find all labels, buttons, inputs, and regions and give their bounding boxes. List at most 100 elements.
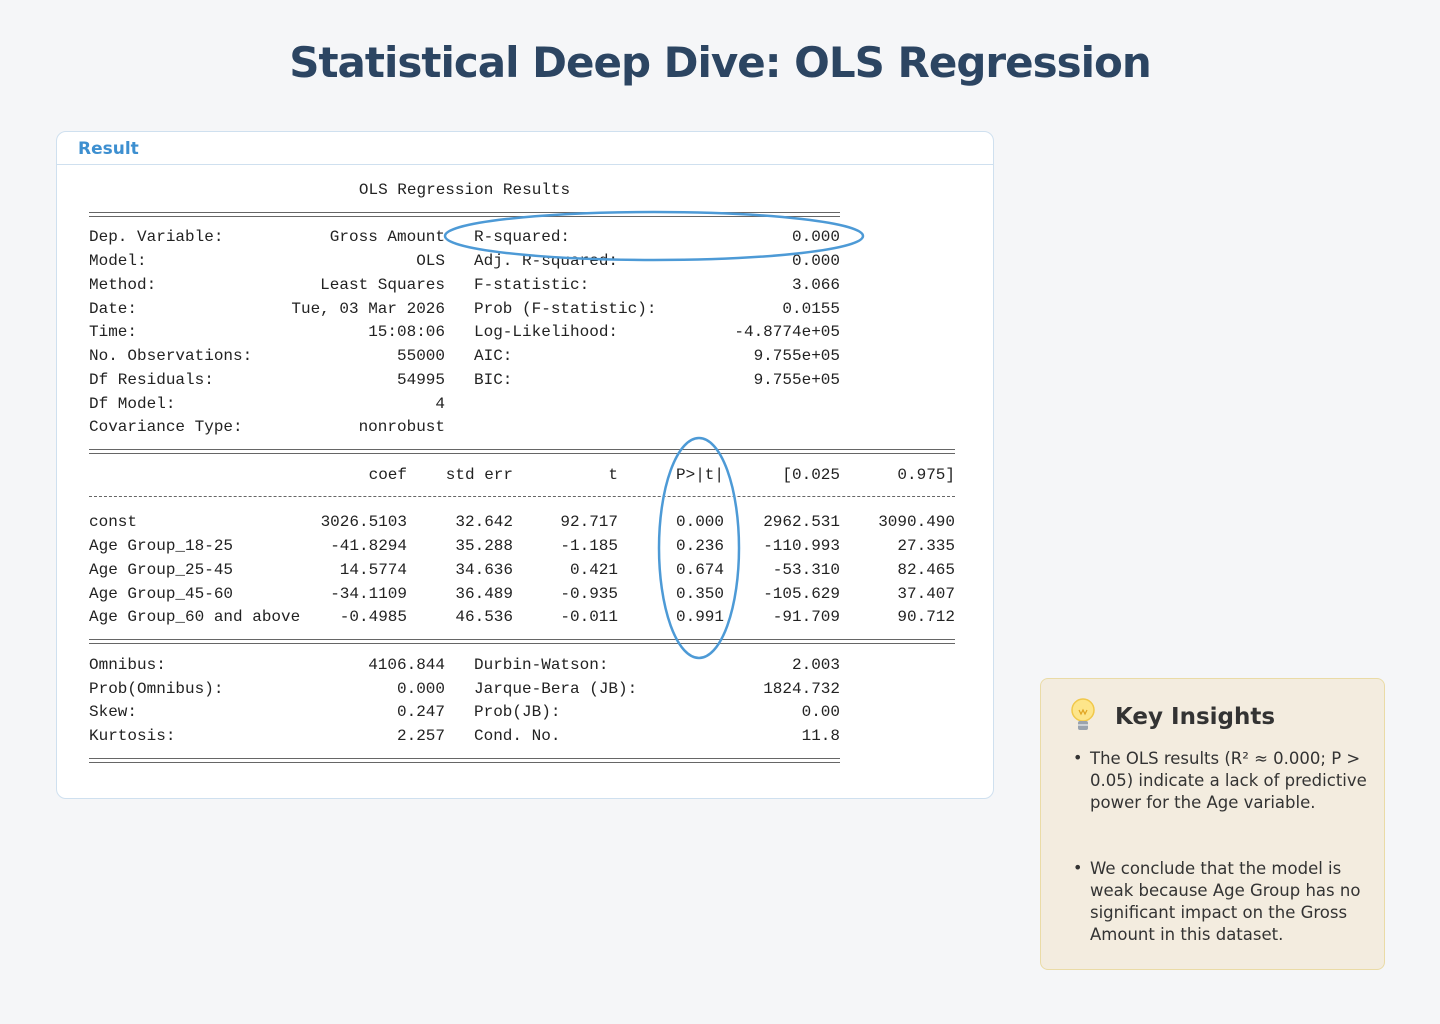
summary-label: Log-Likelihood:	[474, 323, 619, 341]
coef-name: Age Group_60 and above	[89, 608, 301, 626]
summary-label: F-statistic:	[474, 276, 590, 294]
bullet-dot: •	[1073, 858, 1083, 877]
diagnostic-label: Cond. No.	[474, 727, 561, 745]
coef-cell: -1.185	[560, 537, 618, 555]
summary-value: 0.000	[791, 252, 840, 270]
tab-divider	[57, 164, 993, 165]
summary-label: Date:	[89, 300, 138, 318]
coef-cell: 14.5774	[339, 561, 407, 579]
summary-value: 9.755e+05	[753, 347, 840, 365]
summary-label: Time:	[89, 323, 138, 341]
coef-cell: -34.1109	[330, 585, 407, 603]
coef-cell: 82.465	[897, 561, 955, 579]
coef-cell: -91.709	[772, 608, 840, 626]
double-rule	[89, 639, 955, 644]
result-tab[interactable]: Result	[78, 139, 139, 159]
coef-name: Age Group_25-45	[89, 561, 234, 579]
coef-cell: 0.350	[675, 585, 724, 603]
summary-label: Prob (F-statistic):	[474, 300, 657, 318]
coef-cell: 90.712	[897, 608, 955, 626]
summary-label: No. Observations:	[89, 347, 253, 365]
diagnostic-label: Omnibus:	[89, 656, 166, 674]
coef-cell: 36.489	[455, 585, 513, 603]
coef-cell: 32.642	[455, 513, 513, 531]
coef-cell: 92.717	[560, 513, 618, 531]
summary-value: Least Squares	[320, 276, 445, 294]
summary-label: Df Residuals:	[89, 371, 214, 389]
summary-value: Gross Amount	[329, 228, 445, 246]
summary-value: nonrobust	[358, 418, 445, 436]
result-card	[56, 131, 994, 799]
diagnostic-value: 0.000	[396, 680, 445, 698]
diagnostic-label: Jarque-Bera (JB):	[474, 680, 638, 698]
column-header: t	[608, 466, 618, 484]
summary-value: -4.8774e+05	[734, 323, 840, 341]
diagnostic-value: 2.003	[791, 656, 840, 674]
coef-cell: 0.000	[675, 513, 724, 531]
double-rule	[89, 212, 840, 217]
coef-cell: 46.536	[455, 608, 513, 626]
page-title: Statistical Deep Dive: OLS Regression	[289, 38, 1152, 87]
column-header: [0.025	[782, 466, 840, 484]
coef-cell: -0.935	[560, 585, 618, 603]
column-header: P>|t|	[675, 466, 724, 484]
highlight-ellipse	[443, 210, 865, 262]
diagnostic-value: 4106.844	[368, 656, 445, 674]
summary-value: 0.0155	[782, 300, 840, 318]
coef-name: Age Group_45-60	[89, 585, 234, 603]
summary-value: 55000	[396, 347, 445, 365]
coef-cell: 0.674	[675, 561, 724, 579]
highlight-ellipse	[657, 436, 741, 660]
double-rule	[89, 449, 955, 454]
coef-cell: 34.636	[455, 561, 513, 579]
summary-label: Method:	[89, 276, 157, 294]
diagnostic-value: 11.8	[801, 727, 840, 745]
coef-cell: 0.991	[675, 608, 724, 626]
summary-value: 3.066	[791, 276, 840, 294]
summary-label: Df Model:	[89, 395, 176, 413]
diagnostic-value: 0.247	[396, 703, 445, 721]
insights-title: Key Insights	[1115, 704, 1276, 730]
summary-value: 54995	[396, 371, 445, 389]
coef-cell: -0.4985	[339, 608, 407, 626]
coef-cell: 3026.5103	[320, 513, 407, 531]
insight-text: The OLS results (R² ≈ 0.000; P > 0.05) i…	[1090, 749, 1367, 812]
summary-value: OLS	[416, 252, 445, 270]
insight-text: We conclude that the model is weak becau…	[1090, 859, 1361, 944]
summary-label: BIC:	[474, 371, 513, 389]
column-header: 0.975]	[897, 466, 955, 484]
dashed-rule	[89, 496, 955, 497]
coef-cell: -0.011	[560, 608, 618, 626]
coef-cell: 37.407	[897, 585, 955, 603]
coef-cell: -53.310	[772, 561, 840, 579]
summary-value: Tue, 03 Mar 2026	[291, 300, 445, 318]
coef-cell: 27.335	[897, 537, 955, 555]
lightbulb-icon	[1071, 698, 1095, 730]
double-rule	[89, 758, 840, 763]
insights-card	[1040, 678, 1385, 970]
coef-cell: 2962.531	[763, 513, 840, 531]
diagnostic-label: Skew:	[89, 703, 138, 721]
coef-cell: 35.288	[455, 537, 513, 555]
coef-cell: 0.421	[569, 561, 618, 579]
coef-cell: -41.8294	[330, 537, 407, 555]
coef-cell: -105.629	[763, 585, 840, 603]
column-header: coef	[368, 466, 407, 484]
coef-name: Age Group_18-25	[89, 537, 234, 555]
summary-value: 15:08:06	[368, 323, 445, 341]
coef-cell: 3090.490	[878, 513, 955, 531]
diagnostic-label: Durbin-Watson:	[474, 656, 609, 674]
coef-name: const	[89, 513, 138, 531]
diagnostic-label: Prob(Omnibus):	[89, 680, 224, 698]
summary-label: Covariance Type:	[89, 418, 243, 436]
coef-cell: -110.993	[763, 537, 840, 555]
summary-value: 9.755e+05	[753, 371, 840, 389]
summary-value: 4	[435, 395, 445, 413]
bullet-dot: •	[1073, 748, 1083, 767]
summary-label: Dep. Variable:	[89, 228, 224, 246]
diagnostic-label: Kurtosis:	[89, 727, 176, 745]
coef-cell: 0.236	[675, 537, 724, 555]
summary-label: Model:	[89, 252, 147, 270]
